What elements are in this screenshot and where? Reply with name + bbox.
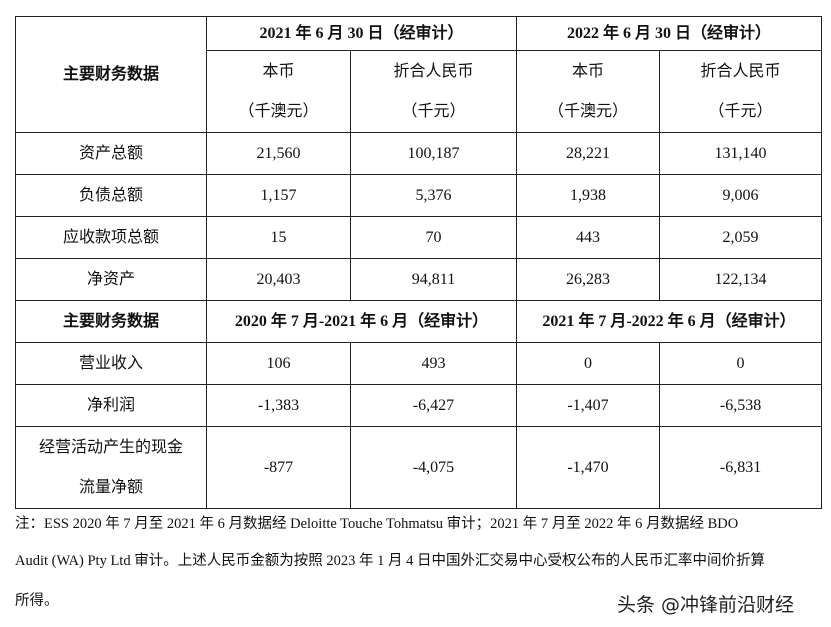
- financial-data-table: 主要财务数据 2021 年 6 月 30 日（经审计） 2022 年 6 月 3…: [15, 16, 823, 509]
- cell: 2,059: [659, 216, 823, 259]
- header-text: 折合人民币: [393, 62, 474, 80]
- row-label: 经营活动产生的现金 流量净额: [15, 426, 207, 509]
- row-label: 负债总额: [15, 174, 207, 217]
- cell: 94,811: [349, 258, 518, 301]
- rmb-header: 折合人民币 （千元）: [349, 50, 518, 133]
- cell: 21,560: [206, 132, 351, 175]
- cell: 0: [516, 342, 661, 385]
- cell: 70: [349, 216, 518, 259]
- rmb-header: 折合人民币 （千元）: [659, 50, 823, 133]
- cell: 5,376: [349, 174, 518, 217]
- cell: -1,470: [516, 426, 661, 509]
- cell: 106: [206, 342, 351, 385]
- header-text: 本币: [572, 62, 605, 80]
- table-row: 营业收入 106 493 0 0: [15, 342, 823, 385]
- cell: 0: [659, 342, 823, 385]
- row-label: 营业收入: [15, 342, 207, 385]
- header-text: 本币: [262, 62, 295, 80]
- cell: 122,134: [659, 258, 823, 301]
- row-label: 应收款项总额: [15, 216, 207, 259]
- row-label: 资产总额: [15, 132, 207, 175]
- header-unit: （千元）: [401, 102, 466, 120]
- table-row: 资产总额 21,560 100,187 28,221 131,140: [15, 132, 823, 175]
- local-currency-header: 本币 （千澳元）: [516, 50, 661, 133]
- table-row: 应收款项总额 15 70 443 2,059: [15, 216, 823, 259]
- row-label-line: 流量净额: [78, 478, 143, 496]
- cell: 28,221: [516, 132, 661, 175]
- period-header-2022: 2022 年 6 月 30 日（经审计）: [516, 16, 823, 51]
- cell: 443: [516, 216, 661, 259]
- footnote-line-3: 所得。: [15, 593, 59, 609]
- period-header-fy2021: 2020 年 7 月-2021 年 6 月（经审计）: [205, 300, 518, 343]
- label-header: 主要财务数据: [15, 16, 207, 133]
- cell: 1,157: [206, 174, 351, 217]
- row-label: 净利润: [15, 384, 207, 427]
- header-unit: （千澳元）: [548, 102, 629, 120]
- cell: 26,283: [516, 258, 661, 301]
- label-header-2: 主要财务数据: [15, 300, 207, 343]
- cell: -1,407: [516, 384, 661, 427]
- footnote-line-2: Audit (WA) Pty Ltd 审计。上述人民币金额为按照 2023 年 …: [15, 553, 765, 569]
- cell: 493: [349, 342, 518, 385]
- cell: 9,006: [659, 174, 823, 217]
- cell: -4,075: [349, 426, 518, 509]
- footnote-line-1: 注：ESS 2020 年 7 月至 2021 年 6 月数据经 Deloitte…: [15, 516, 739, 532]
- row-label: 净资产: [15, 258, 207, 301]
- header-unit: （千澳元）: [238, 102, 319, 120]
- table-row: 净利润 -1,383 -6,427 -1,407 -6,538: [15, 384, 823, 427]
- cell: -877: [206, 426, 351, 509]
- cell: 15: [206, 216, 351, 259]
- cell: 131,140: [659, 132, 823, 175]
- cell: -6,538: [659, 384, 823, 427]
- table-row: 净资产 20,403 94,811 26,283 122,134: [15, 258, 823, 301]
- cell: 100,187: [349, 132, 518, 175]
- header-text: 折合人民币: [700, 62, 781, 80]
- header-unit: （千元）: [708, 102, 773, 120]
- cell: -6,427: [349, 384, 518, 427]
- cell: -1,383: [206, 384, 351, 427]
- period-header-fy2022: 2021 年 7 月-2022 年 6 月（经审计）: [516, 300, 823, 343]
- cell: 1,938: [516, 174, 661, 217]
- cell: -6,831: [659, 426, 823, 509]
- watermark: 头条 @冲锋前沿财经: [617, 594, 795, 616]
- local-currency-header: 本币 （千澳元）: [206, 50, 351, 133]
- row-label-line: 经营活动产生的现金: [38, 438, 183, 456]
- cell: 20,403: [206, 258, 351, 301]
- period-header-2021: 2021 年 6 月 30 日（经审计）: [205, 16, 518, 51]
- table-row: 负债总额 1,157 5,376 1,938 9,006: [15, 174, 823, 217]
